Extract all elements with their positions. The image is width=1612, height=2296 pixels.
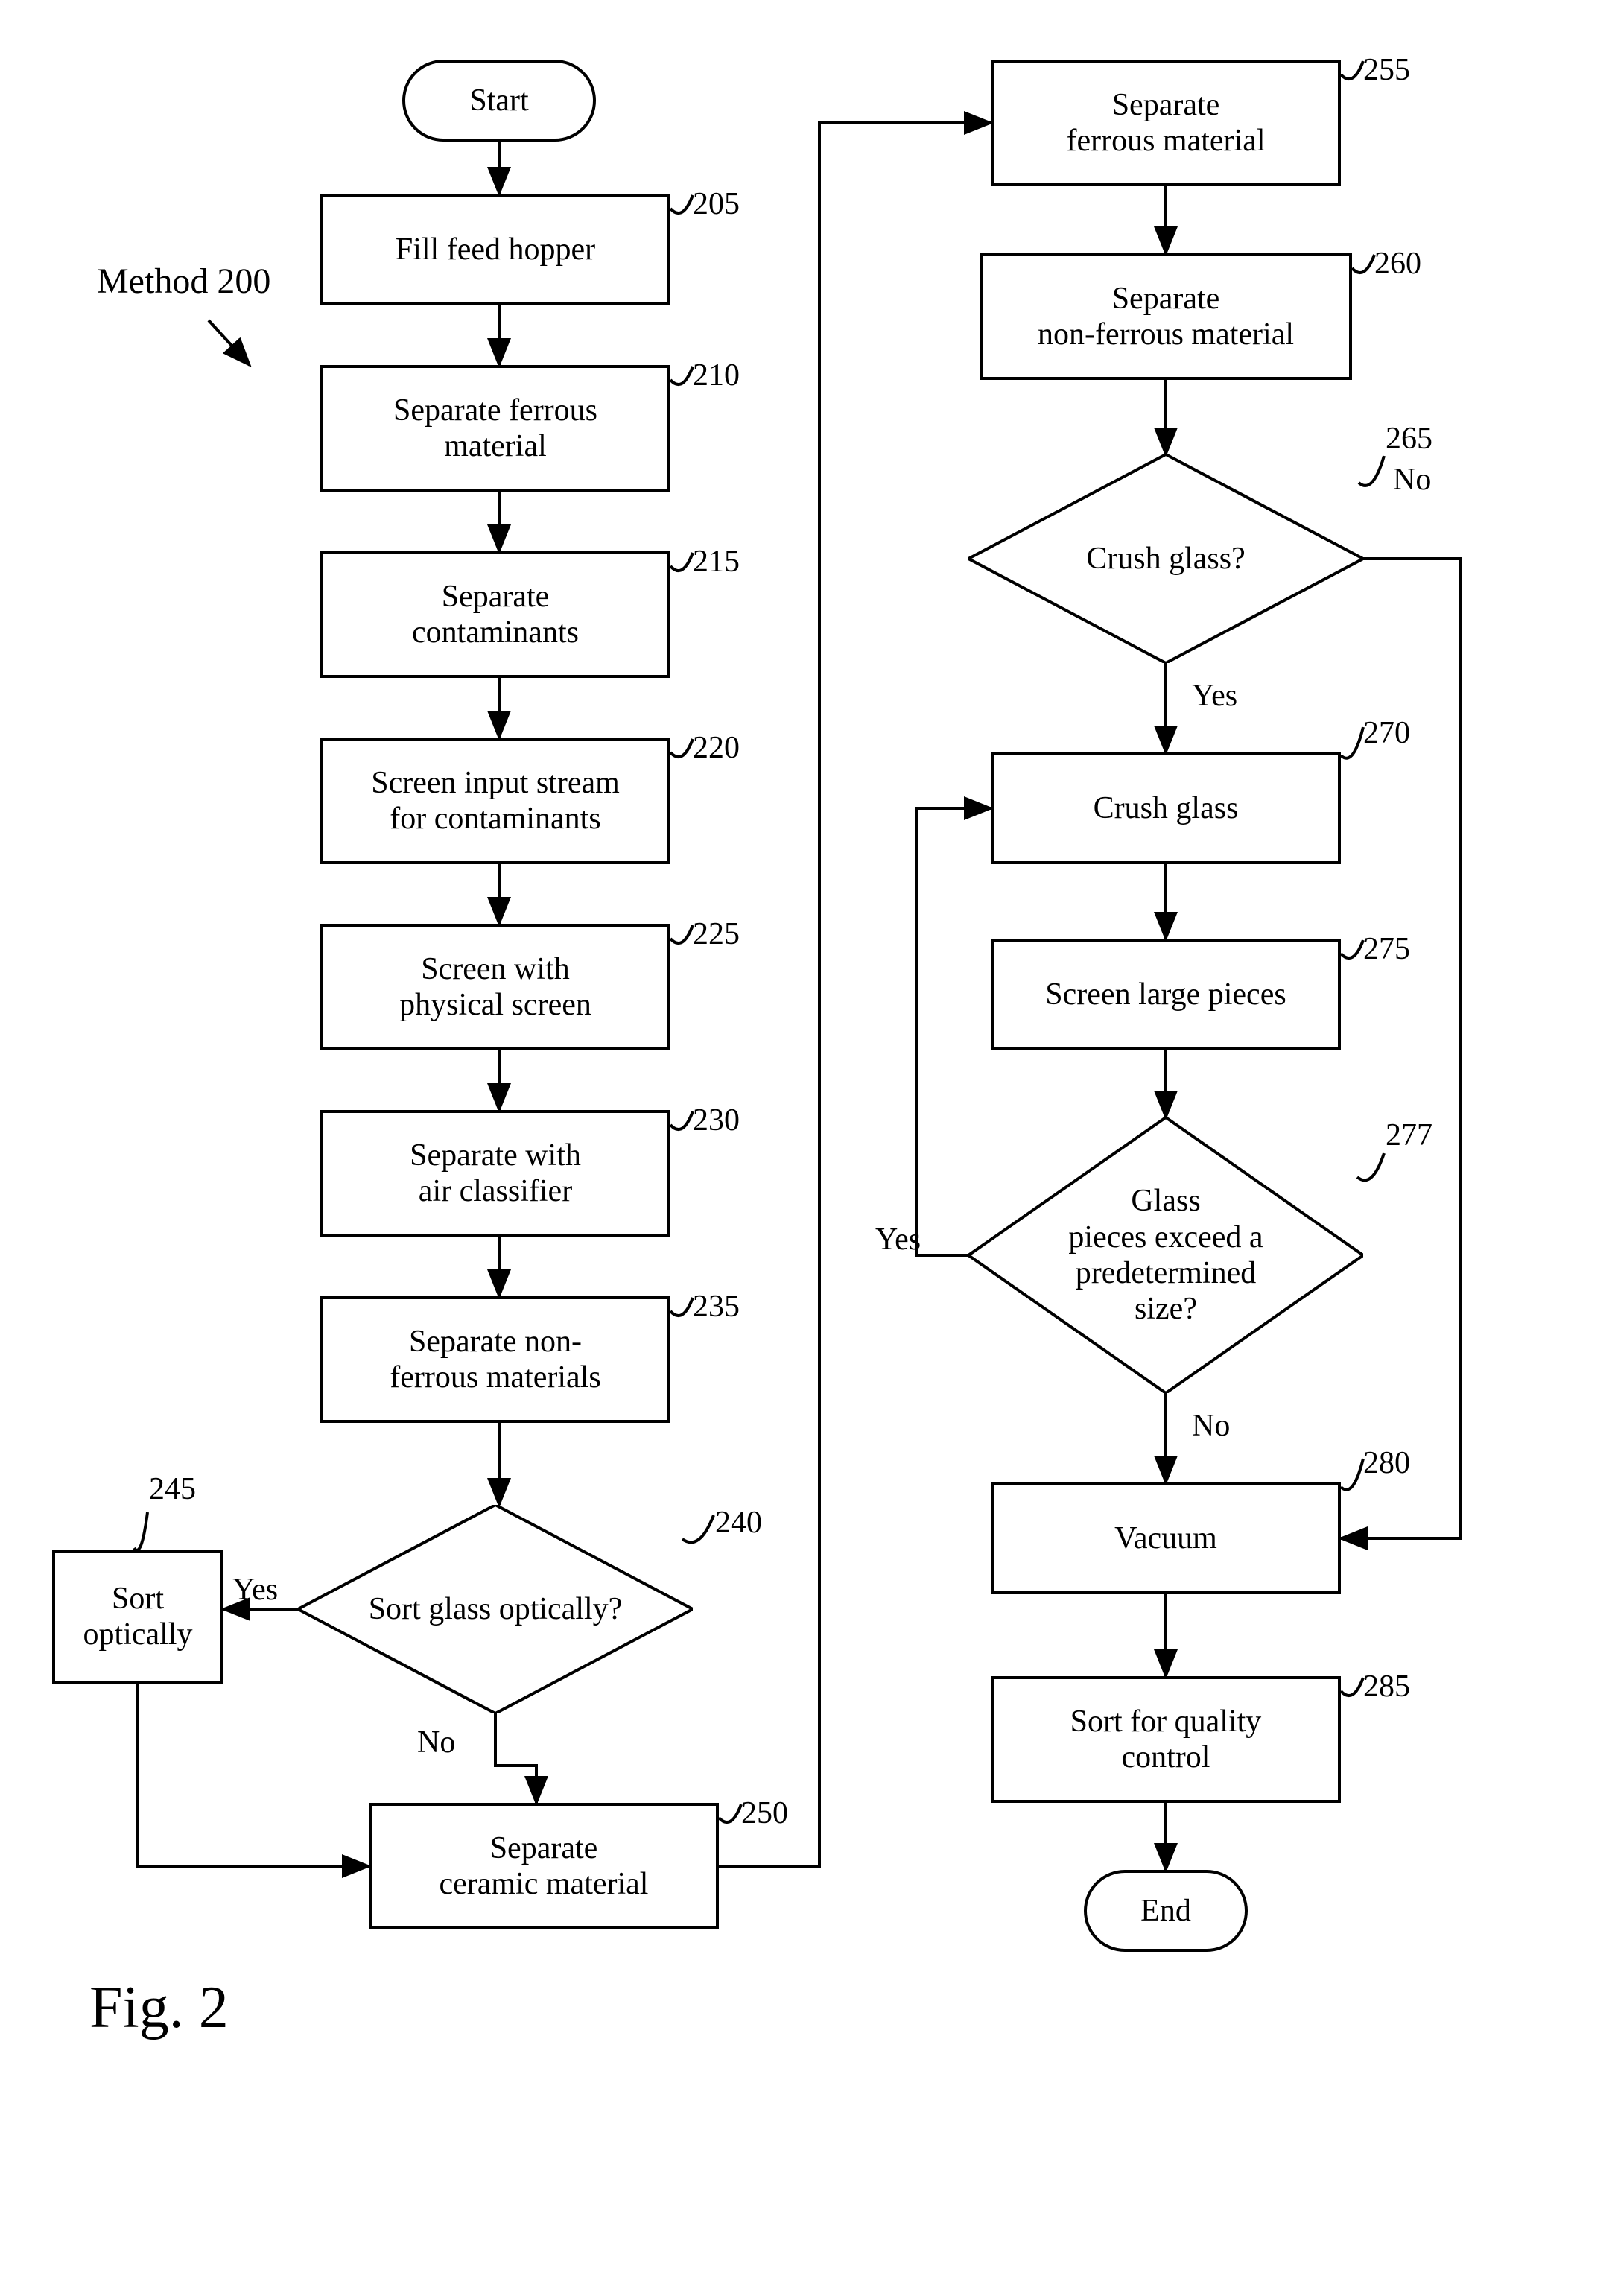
process-n255: Separateferrous material [991, 60, 1341, 186]
terminal-end: End [1084, 1870, 1248, 1952]
ref-label-235: 235 [693, 1289, 740, 1325]
branch-label-d277_no: No [1192, 1408, 1230, 1444]
ref-label-275: 275 [1363, 931, 1410, 967]
process-n245: Sortoptically [52, 1550, 223, 1684]
figure-label-text: Fig. 2 [89, 1975, 229, 2040]
ref-hook-n260 [1352, 255, 1374, 273]
flowchart-canvas: Start Fill feed hopper Separate ferrousmat… [0, 0, 1612, 2296]
process-n285: Sort for qualitycontrol [991, 1676, 1341, 1803]
ref-label-250: 250 [741, 1795, 788, 1831]
ref-hook-n280 [1341, 1459, 1363, 1490]
ref-label-205: 205 [693, 186, 740, 222]
ref-label-280: 280 [1363, 1445, 1410, 1481]
process-n275: Screen large pieces [991, 939, 1341, 1050]
figure-label: Fig. 2 [89, 1974, 229, 2042]
ref-label-270: 270 [1363, 715, 1410, 751]
ref-label-225: 225 [693, 916, 740, 952]
ref-label-260: 260 [1374, 246, 1421, 282]
branch-label-d240_yes: Yes [232, 1572, 278, 1608]
process-n250: Separateceramic material [369, 1803, 719, 1929]
ref-hook-n230 [670, 1111, 693, 1129]
process-n220: Screen input streamfor contaminants [320, 738, 670, 864]
branch-label-d277_yes: Yes [875, 1222, 921, 1258]
ref-label-230: 230 [693, 1103, 740, 1138]
ref-label-245: 245 [149, 1471, 196, 1507]
ref-hook-n215 [670, 553, 693, 571]
process-n270: Crush glass [991, 752, 1341, 864]
ref-hook-n220 [670, 739, 693, 757]
ref-hook-n235 [670, 1298, 693, 1316]
ref-label-215: 215 [693, 544, 740, 580]
ref-label-240: 240 [715, 1505, 762, 1541]
process-n280: Vacuum [991, 1482, 1341, 1594]
ref-label-220: 220 [693, 730, 740, 766]
edge-e_250_255 [719, 123, 991, 1866]
process-n215: Separatecontaminants [320, 551, 670, 678]
ref-label-210: 210 [693, 358, 740, 393]
branch-label-d265_yes: Yes [1192, 678, 1237, 714]
branch-label-d265_no: No [1393, 462, 1431, 498]
branch-label-d240_no: No [417, 1725, 455, 1760]
ref-hook-n225 [670, 925, 693, 943]
process-n230: Separate withair classifier [320, 1110, 670, 1237]
ref-hook-n245 [134, 1512, 147, 1550]
edge-e_240_250 [495, 1713, 536, 1803]
ref-hook-n210 [670, 367, 693, 384]
ref-label-285: 285 [1363, 1669, 1410, 1704]
decision-n240: Sort glass optically? [298, 1505, 693, 1713]
ref-hook-n255 [1341, 61, 1363, 79]
ref-label-255: 255 [1363, 52, 1410, 88]
ref-label-265: 265 [1386, 421, 1432, 457]
process-n210: Separate ferrousmaterial [320, 365, 670, 492]
terminal-start: Start [402, 60, 596, 142]
decision-n265: Crush glass? [968, 454, 1363, 663]
process-n225: Screen withphysical screen [320, 924, 670, 1050]
process-n260: Separatenon-ferrous material [980, 253, 1352, 380]
diagram-label-text: Method 200 [97, 261, 270, 301]
process-n205: Fill feed hopper [320, 194, 670, 305]
ref-label-277: 277 [1386, 1117, 1432, 1153]
ref-hook-n285 [1341, 1678, 1363, 1696]
ref-hook-n270 [1341, 727, 1363, 758]
process-n235: Separate non-ferrous materials [320, 1296, 670, 1423]
edge-e_method_arrow [209, 320, 250, 365]
ref-hook-n250 [719, 1804, 741, 1822]
decision-n277: Glasspieces exceed apredeterminedsize? [968, 1117, 1363, 1393]
edges-layer [0, 0, 1612, 2296]
ref-hook-n275 [1341, 940, 1363, 958]
ref-hook-n205 [670, 195, 693, 213]
diagram-label: Method 200 [97, 261, 270, 302]
